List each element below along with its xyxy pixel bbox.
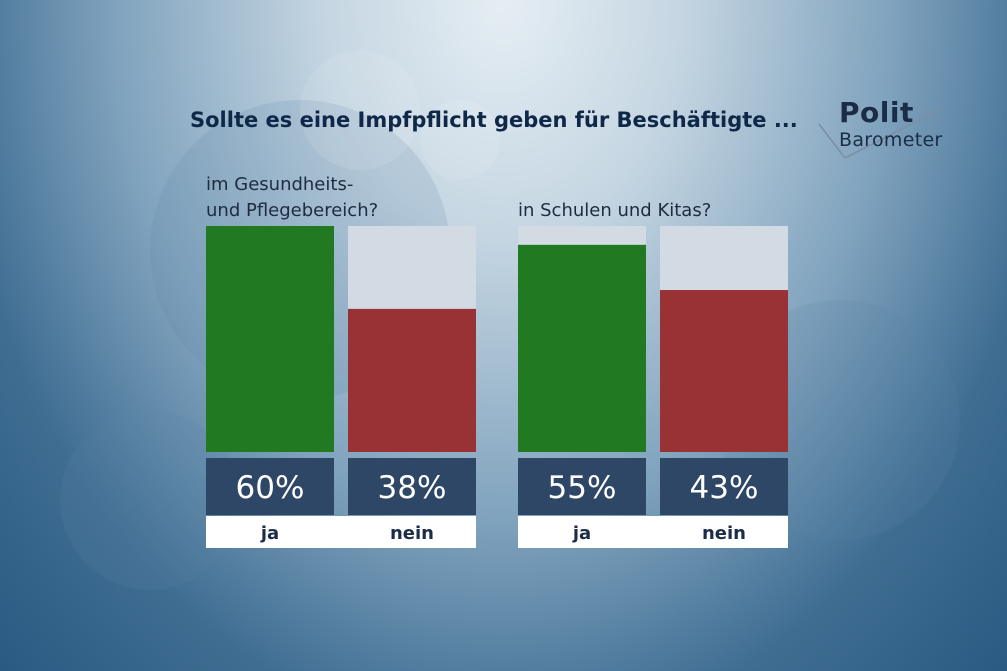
value-label-1-nein: 38% — [378, 470, 447, 506]
chart-title: Sollte es eine Impfpflicht geben für Bes… — [190, 108, 798, 132]
politbarometer-logo: Polit Barometer — [815, 96, 955, 166]
panel-1-label-line-1: im Gesundheits- — [206, 174, 354, 195]
category-label-1-ja: ja — [260, 523, 279, 544]
logo-text-barometer: Barometer — [839, 129, 943, 151]
category-box-2-ja — [518, 516, 646, 548]
category-label-2-ja: ja — [572, 523, 591, 544]
category-strip-gap-2 — [646, 516, 660, 548]
value-label-1-ja: 60% — [236, 470, 305, 506]
category-label-1-nein: nein — [390, 523, 434, 544]
category-box-1-ja — [206, 516, 334, 548]
category-box-1-nein — [348, 516, 476, 548]
category-strip-gap-1 — [334, 516, 348, 548]
value-box-2-nein — [660, 458, 788, 515]
logo-text-polit: Polit — [839, 96, 914, 129]
panel-2-label-line-1: in Schulen und Kitas? — [518, 200, 712, 221]
bar-1-ja — [206, 226, 334, 452]
category-label-2-nein: nein — [702, 523, 746, 544]
panel-1-label: im Gesundheits- und Pflegebereich? — [206, 172, 378, 224]
bar-1-nein — [348, 308, 476, 452]
category-box-2-nein — [660, 516, 788, 548]
value-box-1-nein — [348, 458, 476, 515]
value-label-2-ja: 55% — [548, 470, 617, 506]
bar-2-ja — [518, 244, 646, 452]
value-box-2-ja — [518, 458, 646, 515]
logo-checkmark-icon — [818, 107, 944, 160]
bar-2-nein — [660, 290, 788, 452]
panel-2-label: in Schulen und Kitas? — [518, 198, 711, 224]
panel-1-label-line-2: und Pflegebereich? — [206, 200, 379, 221]
value-label-2-nein: 43% — [690, 470, 759, 506]
value-box-1-ja — [206, 458, 334, 515]
